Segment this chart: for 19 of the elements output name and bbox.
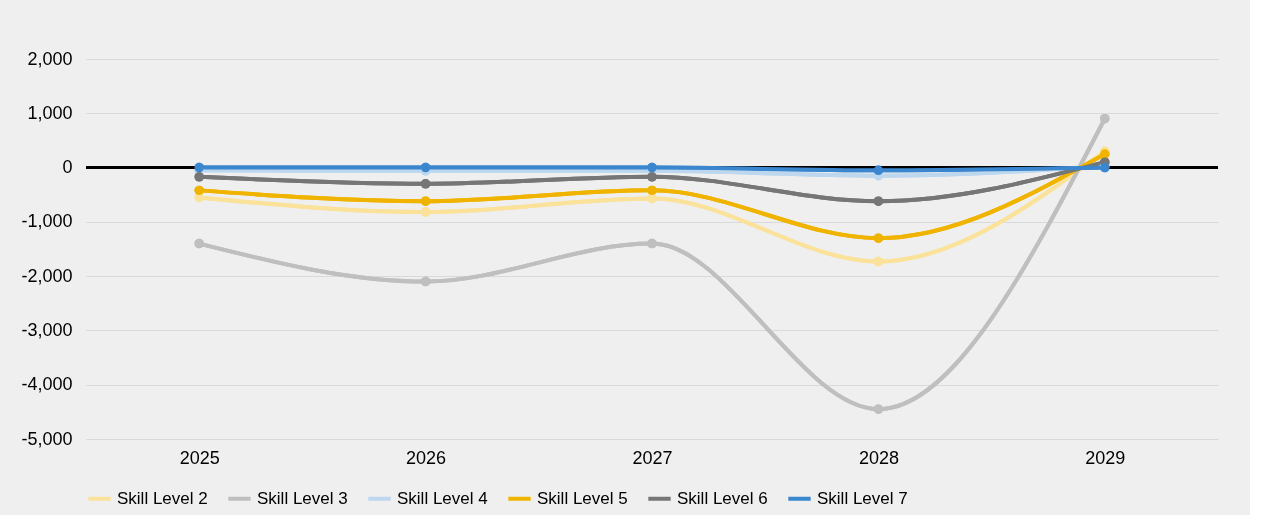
x-tick-label: 2026 [406, 447, 447, 468]
x-tick-label: 2027 [632, 447, 673, 468]
y-tick-label: 1,000 [27, 102, 73, 123]
legend-label: Skill Level 3 [257, 488, 348, 508]
legend-label: Skill Level 5 [537, 488, 628, 508]
y-tick-label: -1,000 [21, 211, 73, 232]
y-tick-label: -5,000 [21, 428, 73, 449]
x-tick-label: 2028 [858, 447, 899, 468]
legend-label: Skill Level 6 [677, 488, 768, 508]
legend-label: Skill Level 7 [817, 488, 908, 508]
x-tick-label: 2025 [179, 447, 220, 468]
x-tick-label: 2029 [1085, 447, 1126, 468]
legend-label: Skill Level 4 [397, 488, 488, 508]
y-tick-label: 0 [62, 157, 73, 178]
y-tick-label: -2,000 [21, 265, 73, 286]
y-tick-label: 2,000 [27, 48, 73, 69]
legend-label: Skill Level 2 [117, 488, 208, 508]
y-tick-label: -4,000 [21, 374, 73, 395]
y-tick-label: -3,000 [21, 319, 73, 340]
